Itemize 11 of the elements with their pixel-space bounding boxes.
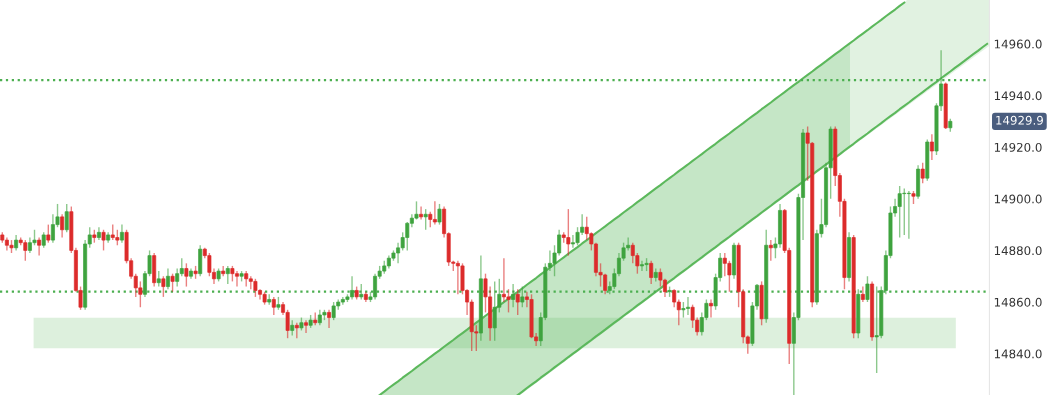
y-tick-label: 14940.0 xyxy=(994,91,1042,101)
y-tick-label: 14900.0 xyxy=(994,194,1042,204)
y-tick-label: 14960.0 xyxy=(994,39,1042,49)
line-series xyxy=(516,42,989,395)
candlestick xyxy=(304,319,308,334)
y-tick-label: 14840.0 xyxy=(994,349,1042,359)
y-tick-label: 14920.0 xyxy=(994,142,1042,152)
candlestick xyxy=(294,322,299,339)
y-tick-label: 14880.0 xyxy=(994,246,1042,256)
y-tick-label: 14860.0 xyxy=(994,297,1042,307)
text: 14929.9 xyxy=(996,115,1043,125)
